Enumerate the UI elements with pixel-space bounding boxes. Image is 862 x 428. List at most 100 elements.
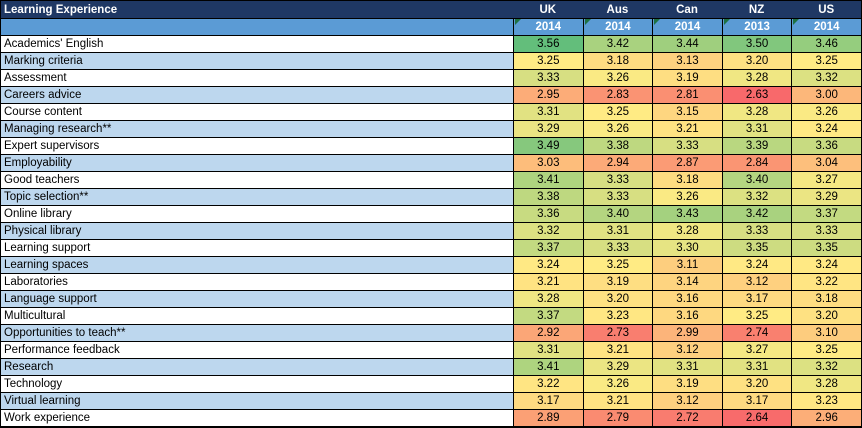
table-row: Research 3.41 3.29 3.31 3.31 3.32 — [1, 358, 861, 375]
row-label: Learning support — [1, 240, 513, 256]
heatmap-cell: 3.12 — [721, 274, 792, 290]
heatmap-cell: 3.28 — [721, 70, 792, 86]
heatmap-cell: 3.41 — [513, 172, 583, 188]
heatmap-cell: 3.37 — [513, 240, 583, 256]
heatmap-cell: 3.33 — [582, 172, 653, 188]
heatmap-cell: 3.14 — [652, 274, 722, 290]
heatmap-cell: 3.40 — [582, 206, 653, 222]
row-label: Performance feedback — [1, 342, 513, 358]
table-row: Learning support 3.37 3.33 3.30 3.35 3.35 — [1, 239, 861, 256]
table-row: Laboratories 3.21 3.19 3.14 3.12 3.22 — [1, 273, 861, 290]
heatmap-cell: 3.36 — [791, 138, 861, 154]
heatmap-cell: 3.19 — [652, 70, 722, 86]
heatmap-cell: 3.24 — [513, 257, 583, 273]
heatmap-cell: 3.17 — [721, 291, 792, 307]
heatmap-cell: 3.22 — [513, 376, 583, 392]
heatmap-cell: 3.20 — [721, 376, 792, 392]
heatmap-cell: 3.17 — [721, 393, 792, 409]
heatmap-cell: 2.87 — [652, 155, 722, 171]
heatmap-cell: 3.12 — [652, 342, 722, 358]
heatmap-cell: 2.81 — [652, 87, 722, 103]
heatmap-cell: 3.20 — [721, 53, 792, 69]
heatmap-cell: 3.21 — [582, 393, 653, 409]
heatmap-cell: 3.33 — [652, 138, 722, 154]
heatmap-cell: 3.31 — [652, 359, 722, 375]
year-header-aus: 2014 — [582, 19, 653, 35]
table-row: Learning spaces 3.24 3.25 3.11 3.24 3.24 — [1, 256, 861, 273]
year-label: 2013 — [744, 21, 770, 33]
table-row: Virtual learning 3.17 3.21 3.12 3.17 3.23 — [1, 392, 861, 409]
heatmap-cell: 3.20 — [582, 291, 653, 307]
row-label: Good teachers — [1, 172, 513, 188]
column-header-can: Can — [676, 3, 698, 16]
column-header-nz: NZ — [748, 3, 765, 16]
heatmap-cell: 3.50 — [721, 36, 792, 52]
heatmap-cell: 3.46 — [791, 36, 861, 52]
heatmap-cell: 3.31 — [582, 223, 653, 239]
heatmap-cell: 3.30 — [652, 240, 722, 256]
year-row-spacer — [1, 19, 513, 35]
heatmap-cell: 3.25 — [721, 308, 792, 324]
heatmap-cell: 3.31 — [721, 121, 792, 137]
heatmap-cell: 3.12 — [652, 393, 722, 409]
table-row: Topic selection** 3.38 3.33 3.26 3.32 3.29 — [1, 188, 861, 205]
row-label: Research — [1, 359, 513, 375]
excel-flag-triangle-icon — [793, 19, 800, 25]
excel-flag-triangle-icon — [723, 19, 730, 25]
heatmap-cell: 3.19 — [582, 274, 653, 290]
table-row: Online library 3.36 3.40 3.43 3.42 3.37 — [1, 205, 861, 222]
heatmap-cell: 2.73 — [582, 325, 653, 341]
heatmap-cell: 3.26 — [582, 376, 653, 392]
row-label: Multicultural — [1, 308, 513, 324]
heatmap-cell: 3.41 — [513, 359, 583, 375]
heatmap-cell: 3.24 — [791, 121, 861, 137]
heatmap-cell: 3.18 — [652, 172, 722, 188]
heatmap-cell: 3.40 — [721, 172, 792, 188]
heatmap-cell: 3.24 — [791, 257, 861, 273]
table-row: Technology 3.22 3.26 3.19 3.20 3.28 — [1, 375, 861, 392]
heatmap-cell: 2.63 — [721, 87, 792, 103]
heatmap-cell: 3.16 — [652, 308, 722, 324]
heatmap-cell: 3.27 — [791, 172, 861, 188]
heatmap-cell: 3.35 — [791, 240, 861, 256]
row-label: Learning spaces — [1, 257, 513, 273]
heatmap-cell: 3.17 — [513, 393, 583, 409]
heatmap-cell: 3.37 — [791, 206, 861, 222]
heatmap-cell: 3.11 — [652, 257, 722, 273]
heatmap-cell: 3.25 — [582, 104, 653, 120]
year-header-can: 2014 — [652, 19, 722, 35]
row-label: Physical library — [1, 223, 513, 239]
heatmap-cell: 3.19 — [652, 376, 722, 392]
heatmap-cell: 3.25 — [513, 53, 583, 69]
table-header-row: Learning Experience UK Aus Can NZ US — [1, 1, 861, 18]
heatmap-cell: 3.24 — [721, 257, 792, 273]
heatmap-cell: 3.15 — [652, 104, 722, 120]
heatmap-cell: 3.21 — [582, 342, 653, 358]
table-body: Academics' English 3.56 3.42 3.44 3.50 3.46 Ma… — [1, 35, 861, 426]
year-header-uk: 2014 — [513, 19, 583, 35]
row-label: Technology — [1, 376, 513, 392]
row-label: Language support — [1, 291, 513, 307]
heatmap-cell: 2.99 — [652, 325, 722, 341]
heatmap-cell: 3.16 — [652, 291, 722, 307]
heatmap-cell: 3.33 — [582, 189, 653, 205]
heatmap-cell: 2.74 — [721, 325, 792, 341]
heatmap-cell: 3.26 — [791, 104, 861, 120]
heatmap-cell: 2.95 — [513, 87, 583, 103]
table-row: Performance feedback 3.31 3.21 3.12 3.27 3.25 — [1, 341, 861, 358]
year-label: 2014 — [813, 21, 840, 33]
heatmap-cell: 3.44 — [652, 36, 722, 52]
heatmap-cell: 3.25 — [582, 257, 653, 273]
row-label: Work experience — [1, 410, 513, 426]
heatmap-cell: 3.28 — [652, 223, 722, 239]
table-row: Multicultural 3.37 3.23 3.16 3.25 3.20 — [1, 307, 861, 324]
heatmap-cell: 3.49 — [513, 138, 583, 154]
heatmap-cell: 3.25 — [791, 342, 861, 358]
heatmap-cell: 2.64 — [721, 410, 792, 426]
table-title: Learning Experience — [4, 3, 118, 16]
heatmap-cell: 3.04 — [791, 155, 861, 171]
table-row: Expert supervisors 3.49 3.38 3.33 3.39 3.36 — [1, 137, 861, 154]
table-row: Opportunities to teach** 2.92 2.73 2.99 2.74… — [1, 324, 861, 341]
heatmap-cell: 3.28 — [513, 291, 583, 307]
